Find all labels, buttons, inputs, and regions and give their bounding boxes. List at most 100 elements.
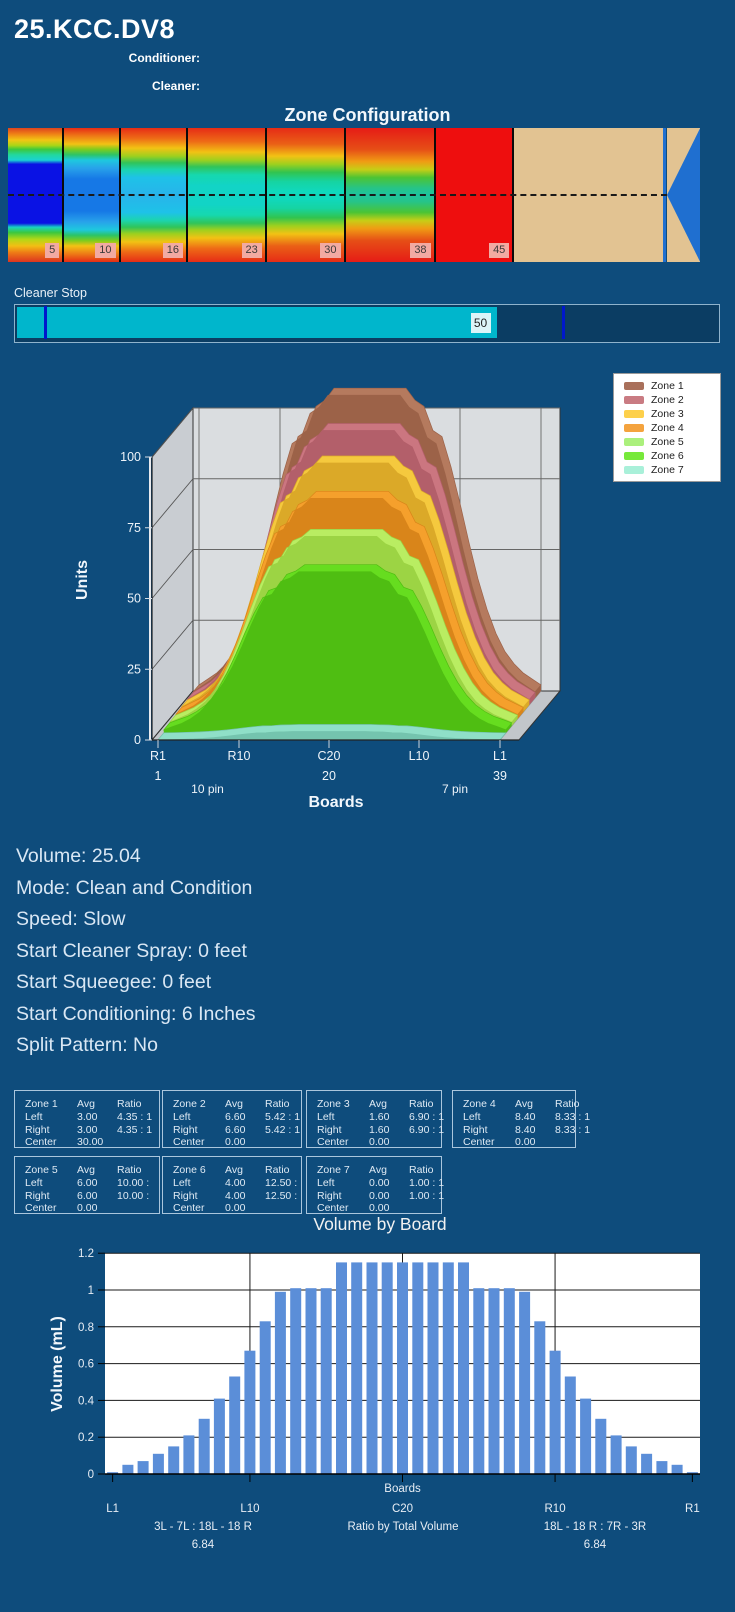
svg-text:0: 0 [134,733,141,747]
cleaner-stop-fill[interactable]: 50 [17,307,497,338]
zone-table-header-cell: Avg [369,1098,387,1110]
cleaner-stop-marker-1[interactable] [43,306,47,339]
zone-end-label-6[interactable]: 38 [410,243,431,258]
pattern-info-line-3: Speed: Slow [16,908,126,930]
zone-table-cell: 10.00 : [117,1176,150,1189]
zone-end-label-2[interactable]: 10 [95,243,116,258]
svg-text:7 pin: 7 pin [442,782,468,796]
volume-bar-board-25 [473,1288,485,1474]
zone-table-header-cell: Ratio [409,1164,434,1176]
volume-bar-board-16 [336,1262,347,1474]
zone-table-header-cell: Ratio [117,1164,142,1176]
zone-table-cell: 6.60 [225,1123,246,1136]
volume-bar-board-29 [534,1321,546,1474]
volume-bar-board-8 [213,1398,225,1474]
zone-configuration-title: Zone Configuration [284,105,451,125]
zone-table-header-cell: Ratio [265,1164,290,1176]
surface-top-zone-3 [181,455,530,708]
volume-chart-title: Volume by Board [313,1214,447,1234]
zone-table-cell: Right [25,1123,50,1136]
volume-bar-board-33 [595,1418,607,1474]
zone-table-cell: Left [25,1110,43,1123]
zone-end-label-1[interactable]: 5 [45,243,60,258]
volume-bar-board-26 [488,1288,500,1474]
zone-table-cell: 4.00 [225,1176,246,1189]
zone-table-cell: 1.60 [369,1110,390,1123]
zone-table-cell [555,1136,590,1149]
units-axis-label: Units [74,560,91,600]
pin-deck-arrow-icon [666,128,700,262]
legend-item-2: Zone 2 [614,393,720,407]
pattern-title: 25.KCC.DV8 [14,14,176,44]
zone-table-header-cell: Zone 5 [25,1164,58,1176]
zone-end-label-5[interactable]: 30 [320,243,341,258]
zone-end-label-7[interactable]: 45 [489,243,510,258]
zone-table-cell: 10.00 : [117,1189,150,1202]
zone-table-cell: 12.50 : [265,1189,298,1202]
zone-legend: Zone 1 Zone 2 Zone 3 Zone 4 Zone 5 Zone 6 Zone… [613,373,721,482]
svg-text:0.2: 0.2 [78,1432,94,1444]
pattern-center-dashed-line [8,194,667,196]
zone-table-cell: 8.40 [515,1123,536,1136]
zone-table-cell: 0.00 [369,1189,390,1202]
zone-table-5: Zone 5 Avg Ratio Left 6.00 10.00 : Right 6.00 10… [14,1156,160,1214]
volume-bar-board-37 [656,1461,668,1474]
zone-table-grid: Zone 5 Avg Ratio Left 6.00 10.00 : Right 6.00 10… [15,1157,159,1215]
volume-bar-chart: 0 0.2 0.4 0.6 0.8 1 1.2 L1 L10 C20 R10 R1 Boards Volu… [49,1248,700,1551]
volume-bar-board-6 [183,1435,195,1474]
pattern-info-line-6: Start Conditioning: 6 Inches [16,1002,256,1025]
legend-label: Zone 1 [651,380,684,392]
svg-text:0: 0 [88,1469,94,1481]
zone-table-grid: Zone 2 Avg Ratio Left 6.60 5.42 : 1 Right 6.60 5… [163,1091,301,1149]
zone-configuration-strip[interactable]: 5 10 16 23 30 38 45 [8,128,700,262]
volume-bar-board-27 [503,1288,515,1474]
pin-deck-area [666,128,700,262]
volume-bar-board-20 [397,1262,408,1474]
zone-table-cell: Center [173,1202,205,1215]
zone-end-label-3[interactable]: 16 [162,243,184,258]
zone-table-grid: Zone 6 Avg Ratio Left 4.00 12.50 : Right 4.00 12… [163,1157,301,1215]
svg-text:25: 25 [127,662,141,676]
volume-bar-board-7 [198,1418,210,1474]
zone-table-cell: 0.00 [77,1202,98,1215]
legend-swatch-icon [624,452,644,460]
zone-table-cell: 3.00 [77,1123,98,1136]
zone-table-cell: Center [25,1136,57,1149]
volume-bar-board-2 [122,1464,134,1474]
pattern-info-line-2: Mode: Clean and Condition [16,876,253,899]
conditioner-label: Conditioner: [128,51,200,65]
zone-table-grid: Zone 3 Avg Ratio Left 1.60 6.90 : 1 Right 1.60 6… [307,1091,444,1149]
svg-text:R1: R1 [150,749,166,763]
zone-table-cell: 0.00 [369,1202,390,1215]
cleaner-stop-value[interactable]: 50 [470,313,491,333]
cleaner-stop-slider[interactable]: 50 [14,304,720,343]
zone-end-label-4[interactable]: 23 [241,243,262,258]
ratio-annotation-2: Ratio by Total Volume [347,1521,458,1533]
legend-swatch-icon [624,396,644,404]
units-3d-chart: 0 25 50 75 100 R1 R10 C20 L10 L1 1 20 39 10 pin 7 pin U… [74,387,562,811]
zone-table-cell: Left [25,1176,43,1189]
volume-bar-board-35 [625,1446,637,1474]
volume-bar-board-15 [320,1288,332,1474]
zone-table-cell: 30.00 [77,1136,104,1149]
svg-text:10 pin: 10 pin [191,782,224,796]
legend-label: Zone 6 [651,450,684,462]
zone-table-header-cell: Zone 7 [317,1164,350,1176]
pattern-info-line-1: Volume: 25.04 [16,845,141,867]
zone-table-cell: Center [463,1136,495,1149]
zone-table-cell: 4.00 [225,1189,246,1202]
zone-table-cell: Left [173,1176,191,1189]
zone-table-4: Zone 4 Avg Ratio Left 8.40 8.33 : 1 Right 8.40 8… [452,1090,590,1149]
legend-swatch-icon [624,438,644,446]
volume-bar-board-18 [366,1262,378,1474]
volume-bar-board-3 [137,1461,149,1474]
svg-text:L1: L1 [106,1503,119,1515]
zone-table-header-cell: Ratio [117,1098,142,1110]
cleaner-stop-marker-2[interactable] [561,306,565,339]
legend-label: Zone 5 [651,436,684,448]
zone-table-cell: 6.60 [225,1110,246,1123]
surface-top-zone-5 [169,529,519,723]
svg-text:1: 1 [88,1285,94,1297]
svg-text:R10: R10 [228,749,251,763]
